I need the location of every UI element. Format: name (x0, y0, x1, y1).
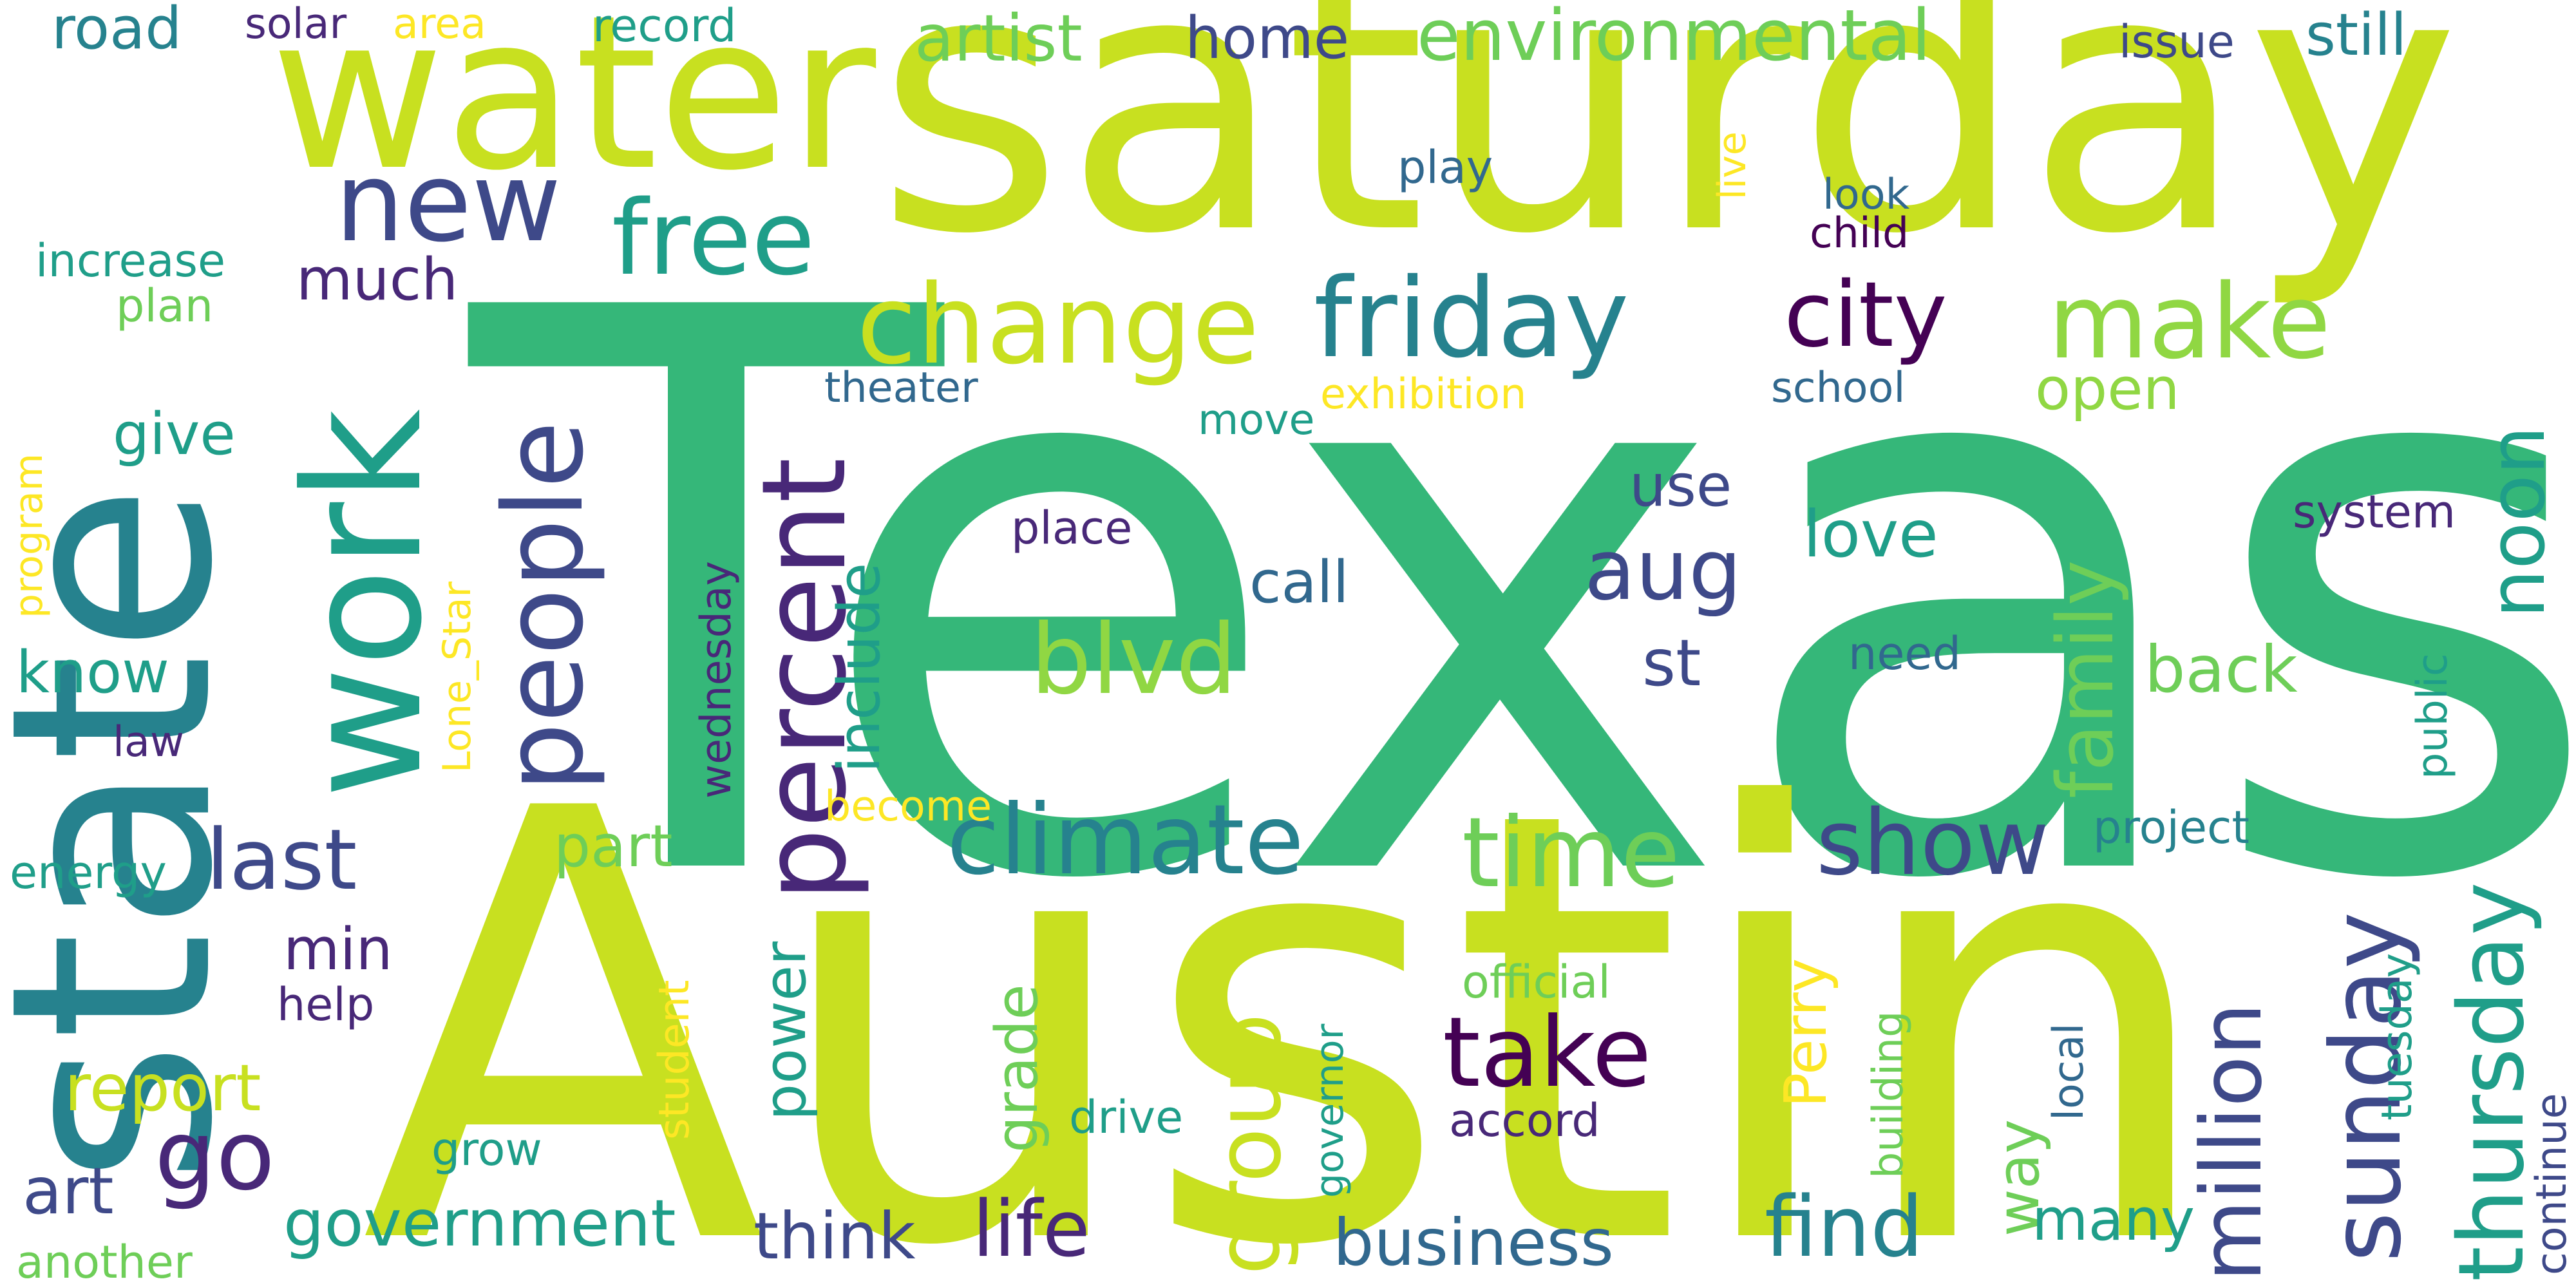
word-child: child (1810, 209, 1909, 258)
word-group: group (1197, 1013, 1302, 1275)
word-austin: Austin (361, 685, 2223, 1288)
word-school: school (1771, 364, 1906, 412)
word-wednesday: wednesday (692, 560, 741, 799)
word-theater: theater (824, 364, 978, 412)
word-thursday: thursday (2439, 882, 2544, 1282)
word-drive: drive (1069, 1091, 1184, 1144)
word-make: make (2048, 261, 2331, 382)
word-become: become (824, 782, 992, 831)
word-place: place (1011, 502, 1133, 554)
word-work: work (270, 409, 457, 799)
word-lone-star: Lone_Star (435, 581, 480, 773)
word-accord: accord (1449, 1094, 1600, 1147)
word-live: live (1710, 131, 1755, 200)
word-look: look (1823, 171, 1910, 219)
word-building: building (1864, 1010, 1913, 1179)
word-give: give (113, 401, 236, 468)
word-government: government (283, 1186, 676, 1261)
word-record: record (592, 0, 737, 52)
word-move: move (1198, 396, 1315, 444)
word-artist: artist (914, 1, 1083, 76)
word-life: life (972, 1185, 1090, 1274)
word-road: road (52, 0, 182, 62)
word-call: call (1249, 549, 1349, 616)
word-area: area (393, 0, 486, 48)
word-people: people (480, 421, 608, 792)
word-home: home (1185, 5, 1350, 72)
word-tuesday: tuesday (2373, 952, 2421, 1121)
word-governor: governor (1307, 1023, 1352, 1198)
word-know: know (16, 639, 169, 706)
word-student: student (650, 980, 699, 1140)
word-program: program (6, 453, 52, 618)
word-part: part (554, 813, 673, 880)
word-environmental: environmental (1417, 0, 1931, 77)
word-public: public (2409, 653, 2457, 779)
word-increase: increase (35, 234, 226, 287)
word-free: free (612, 178, 815, 298)
word-much: much (296, 246, 459, 314)
word-million: million (2183, 1002, 2280, 1282)
word-water: water (270, 0, 876, 217)
word-perry: Perry (1772, 958, 1840, 1108)
word-new: new (335, 139, 562, 267)
word-art: art (23, 1153, 114, 1229)
word-family: family (2041, 560, 2131, 799)
word-min: min (283, 916, 393, 983)
word-open: open (2035, 355, 2180, 423)
word-play: play (1397, 141, 1493, 194)
word-blvd: blvd (1030, 604, 1237, 716)
word-official: official (1462, 956, 1611, 1009)
word-friday: friday (1314, 255, 1629, 383)
word-report: report (64, 1050, 261, 1126)
word-take: take (1443, 997, 1652, 1109)
word-system: system (2293, 486, 2456, 538)
word-aug: aug (1584, 521, 1742, 619)
word-exhibition: exhibition (1320, 370, 1527, 419)
word-local: local (2045, 1023, 2093, 1121)
word-energy: energy (10, 846, 167, 899)
word-use: use (1629, 452, 1732, 520)
word-noon: noon (2473, 426, 2562, 618)
word-love: love (1803, 497, 1938, 572)
word-include: include (826, 562, 893, 773)
word-find: find (1765, 1178, 1924, 1276)
word-texas: Texas (470, 149, 2576, 1048)
word-another: another (16, 1236, 193, 1288)
word-grow: grow (431, 1123, 542, 1176)
word-solar: solar (245, 0, 347, 48)
word-saturday: saturday (876, 0, 2460, 313)
word-grade: grade (983, 984, 1051, 1153)
word-law: law (113, 718, 185, 766)
word-still: still (2306, 1, 2407, 69)
word-power: power (752, 941, 819, 1121)
word-issue: issue (2119, 15, 2235, 68)
word-st: st (1642, 625, 1701, 701)
word-plan: plan (116, 279, 214, 332)
word-project: project (2093, 801, 2249, 854)
word-back: back (2145, 632, 2298, 707)
word-go: go (155, 1100, 275, 1212)
word-need: need (1848, 627, 1961, 680)
word-city: city (1784, 263, 1947, 368)
word-climate: climate (947, 784, 1304, 896)
word-last: last (206, 811, 357, 909)
word-time: time (1462, 797, 1680, 909)
word-many: many (2032, 1186, 2195, 1254)
word-continue: continue (2528, 1093, 2576, 1275)
word-business: business (1333, 1205, 1614, 1280)
word-think: think (753, 1198, 916, 1274)
word-show: show (1816, 791, 2049, 896)
word-help: help (277, 978, 375, 1031)
word-change: change (857, 261, 1260, 389)
